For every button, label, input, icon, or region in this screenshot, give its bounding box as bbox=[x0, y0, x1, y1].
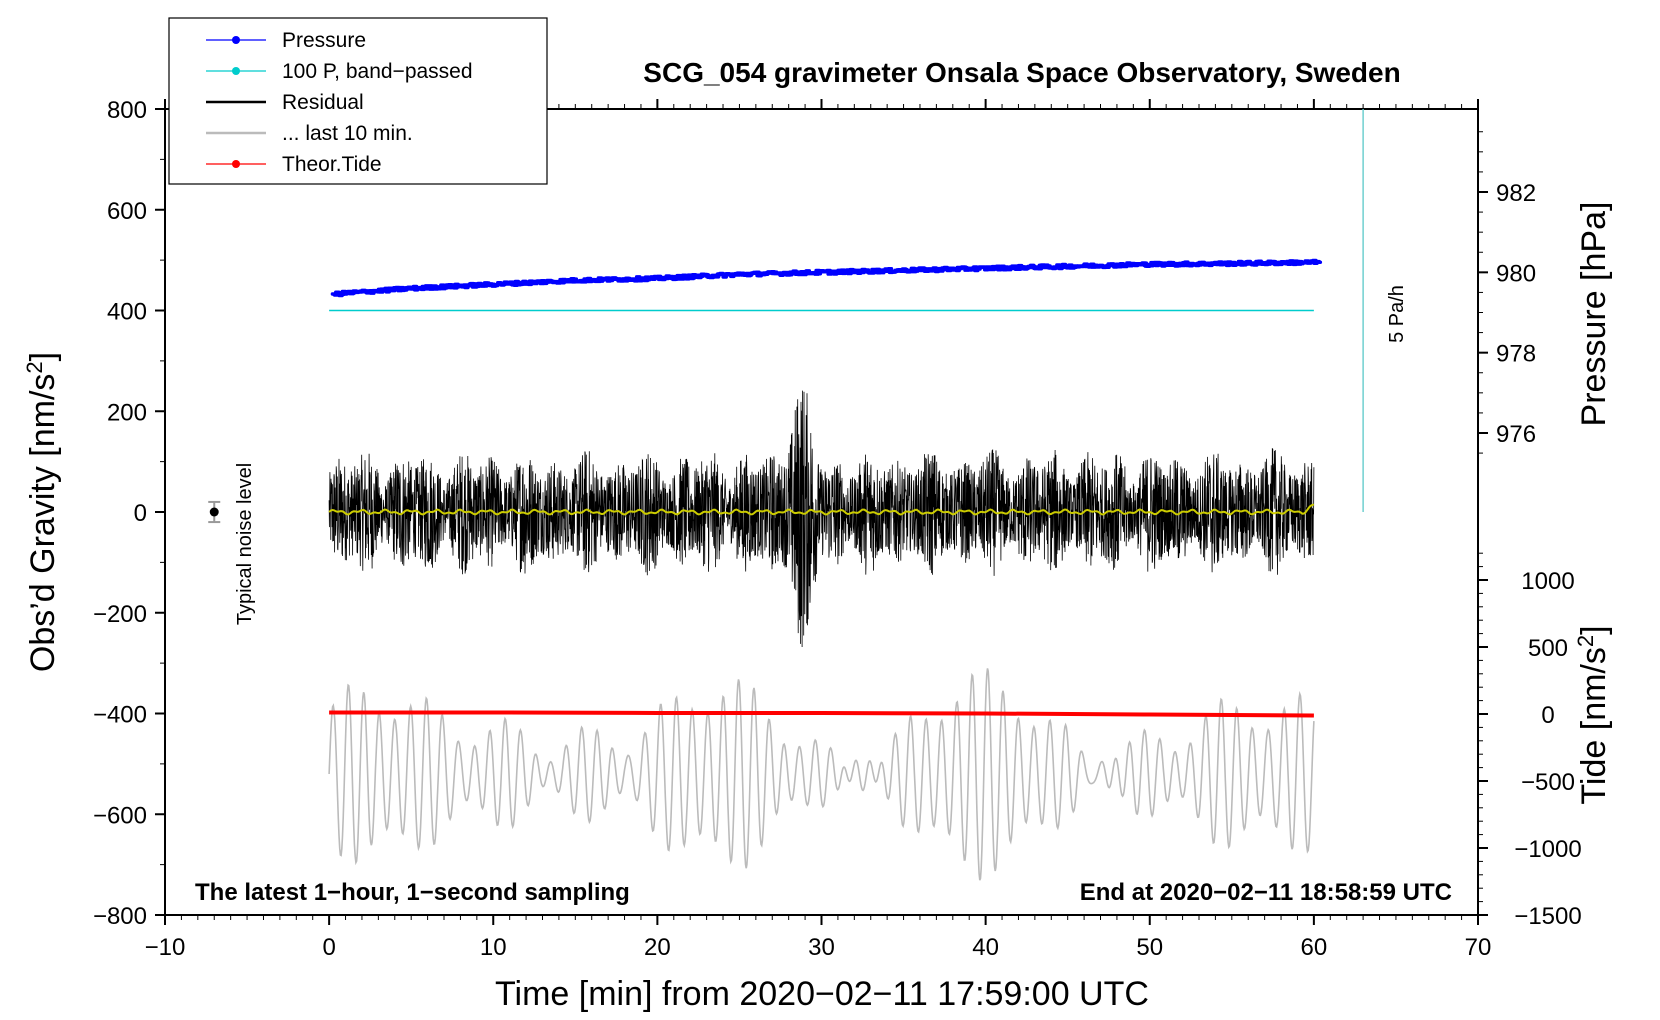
y-left-tick-label: −200 bbox=[93, 601, 147, 628]
x-tick-label: 60 bbox=[1301, 934, 1328, 961]
note-right: End at 2020−02−11 18:58:59 UTC bbox=[1080, 879, 1452, 906]
legend-label: 100 P, band−passed bbox=[282, 60, 473, 83]
y-left-tick-label: 800 bbox=[107, 97, 147, 124]
y-left-title-close: ] bbox=[24, 352, 62, 361]
legend-label: Pressure bbox=[282, 29, 366, 52]
series-last-10-min-line bbox=[328, 668, 1315, 881]
x-tick-label: −10 bbox=[145, 934, 186, 961]
x-tick-label: 20 bbox=[644, 934, 671, 961]
tide-title-sup: 2 bbox=[1573, 635, 1598, 647]
chart-title: SCG_054 gravimeter Onsala Space Observat… bbox=[643, 57, 1400, 88]
x-axis-title: Time [min] from 2020−02−11 17:59:00 UTC bbox=[495, 975, 1149, 1013]
y-left-tick-label: −400 bbox=[93, 702, 147, 729]
series-theor-tide-line bbox=[329, 710, 1314, 718]
tide-tick-label: 500 bbox=[1528, 635, 1568, 662]
rate-label: 5 Pa/h bbox=[1386, 285, 1408, 343]
legend-marker bbox=[232, 67, 240, 75]
note-left: The latest 1−hour, 1−second sampling bbox=[195, 879, 630, 906]
y-left-tick-label: 0 bbox=[134, 500, 147, 527]
legend: Pressure 100 P, band−passed Residual ... la… bbox=[168, 17, 548, 185]
series-layer bbox=[328, 258, 1323, 881]
legend-marker bbox=[232, 36, 240, 44]
legend-label: Theor.Tide bbox=[282, 153, 382, 176]
x-axis-ticks: −10 0 10 20 30 40 50 60 70 bbox=[145, 99, 1492, 961]
x-tick-label: 30 bbox=[808, 934, 835, 961]
y-left-tick-label: 400 bbox=[107, 299, 147, 326]
x-tick-label: 50 bbox=[1136, 934, 1163, 961]
noise-marker-dot bbox=[209, 507, 219, 517]
pressure-tick-label: 980 bbox=[1496, 260, 1536, 287]
tide-title-main: Tide [nm/s bbox=[1575, 647, 1613, 804]
noise-label: Typical noise level bbox=[234, 463, 256, 625]
y-left-title-main: Obs’d Gravity [nm/s bbox=[24, 374, 62, 673]
tide-axis-ticks: 1000 500 0 −500 −1000 −1500 bbox=[1478, 552, 1582, 930]
x-tick-label: 40 bbox=[972, 934, 999, 961]
tide-tick-label: 1000 bbox=[1521, 568, 1574, 595]
tide-tick-label: 0 bbox=[1541, 702, 1554, 729]
tide-axis-title: Tide [nm/s2] bbox=[1573, 625, 1613, 804]
series-residual-smoothed-line bbox=[328, 503, 1315, 516]
y-left-tick-label: −800 bbox=[93, 903, 147, 930]
annotation-layer: 5 Pa/h Typical noise level bbox=[208, 109, 1408, 625]
y-left-axis-title: Obs’d Gravity [nm/s2] bbox=[22, 352, 62, 672]
y-left-title-sup: 2 bbox=[22, 361, 47, 373]
x-tick-label: 10 bbox=[480, 934, 507, 961]
legend-label: ... last 10 min. bbox=[282, 122, 413, 145]
legend-marker bbox=[232, 160, 240, 168]
pressure-tick-label: 976 bbox=[1496, 421, 1536, 448]
tide-tick-label: −500 bbox=[1521, 769, 1575, 796]
series-pressure-points bbox=[330, 258, 1323, 298]
y-left-tick-label: 200 bbox=[107, 399, 147, 426]
tide-title-close: ] bbox=[1575, 625, 1613, 634]
y-left-axis-ticks: 800 600 400 200 0 −200 −400 −600 −800 bbox=[93, 97, 165, 930]
y-left-tick-label: 600 bbox=[107, 198, 147, 225]
series-residual-line bbox=[328, 390, 1315, 648]
legend-label: Residual bbox=[282, 91, 364, 114]
x-tick-label: 0 bbox=[322, 934, 335, 961]
pressure-tick-label: 978 bbox=[1496, 341, 1536, 368]
pressure-tick-label: 982 bbox=[1496, 180, 1536, 207]
pressure-axis-ticks: 982 980 978 976 bbox=[1478, 131, 1536, 454]
y-left-tick-label: −600 bbox=[93, 802, 147, 829]
tide-tick-label: −1500 bbox=[1514, 903, 1581, 930]
pressure-axis-title: Pressure [hPa] bbox=[1575, 202, 1613, 427]
tide-tick-label: −1000 bbox=[1514, 836, 1581, 863]
x-tick-label: 70 bbox=[1465, 934, 1492, 961]
